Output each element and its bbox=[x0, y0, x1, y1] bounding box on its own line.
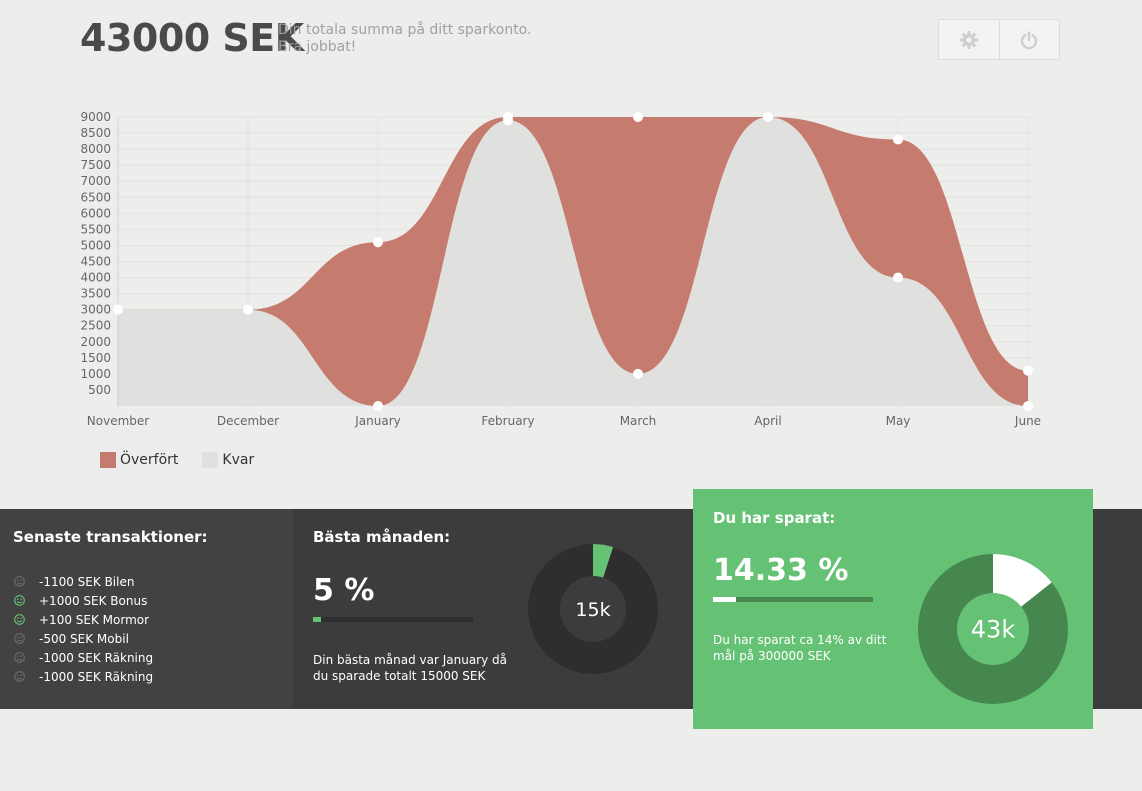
sad-face-icon bbox=[14, 576, 25, 587]
y-tick-label: 2000 bbox=[80, 335, 111, 349]
saved-percent: 14.33 % bbox=[713, 553, 849, 588]
legend-label-remaining: Kvar bbox=[222, 452, 255, 468]
data-point-0-2 bbox=[373, 237, 383, 248]
saved-desc-line2: mål på 300000 SEK bbox=[713, 649, 831, 663]
y-tick-label: 3000 bbox=[80, 303, 111, 317]
saved-progress bbox=[713, 597, 873, 602]
sad-face-icon bbox=[14, 652, 25, 663]
saved-description: Du har sparat ca 14% av ditt mål på 3000… bbox=[713, 632, 886, 664]
y-tick-label: 1000 bbox=[80, 367, 111, 381]
transaction-item: +100 SEK Mormor bbox=[14, 610, 153, 629]
y-tick-label: 7500 bbox=[80, 158, 111, 172]
legend-item-remaining: Kvar bbox=[202, 452, 254, 468]
sad-face-icon bbox=[14, 671, 25, 682]
data-point-1-3 bbox=[503, 115, 513, 126]
header-subtitle: Din totala summa på ditt sparkonto. Bra … bbox=[278, 22, 531, 56]
transaction-item: -500 SEK Mobil bbox=[14, 629, 153, 648]
data-point-1-5 bbox=[763, 112, 773, 122]
x-tick-label: March bbox=[620, 414, 657, 428]
x-tick-label: November bbox=[87, 414, 149, 428]
best-month-percent: 5 % bbox=[313, 573, 375, 608]
best-month-donut: 15k bbox=[528, 544, 658, 674]
legend-swatch-transferred bbox=[100, 452, 116, 468]
toolbar bbox=[938, 19, 1060, 60]
transaction-item: +1000 SEK Bonus bbox=[14, 591, 153, 610]
best-month-progress bbox=[313, 617, 473, 622]
y-tick-label: 9000 bbox=[80, 110, 111, 124]
header-subtitle-line1: Din totala summa på ditt sparkonto. bbox=[278, 22, 532, 38]
transaction-text: -500 SEK Mobil bbox=[39, 631, 129, 646]
y-tick-label: 2500 bbox=[80, 319, 111, 333]
data-point-0-7 bbox=[1023, 365, 1033, 376]
data-point-1-0 bbox=[113, 304, 123, 315]
saved-title: Du har sparat: bbox=[713, 509, 836, 527]
x-tick-label: February bbox=[481, 414, 534, 428]
best-month-desc-line2: du sparade totalt 15000 SEK bbox=[313, 669, 486, 683]
sad-face-icon bbox=[14, 633, 25, 644]
power-icon bbox=[1021, 30, 1038, 49]
transaction-item: -1100 SEK Bilen bbox=[14, 572, 153, 591]
transaction-text: -1100 SEK Bilen bbox=[39, 574, 135, 589]
y-tick-label: 5500 bbox=[80, 222, 111, 236]
y-tick-label: 4000 bbox=[80, 271, 111, 285]
transaction-text: +1000 SEK Bonus bbox=[39, 593, 148, 608]
data-point-1-6 bbox=[893, 272, 903, 283]
saved-progress-fill bbox=[713, 597, 736, 602]
saved-donut-label: 43k bbox=[971, 616, 1016, 644]
transaction-text: -1000 SEK Räkning bbox=[39, 669, 154, 684]
y-tick-label: 5000 bbox=[80, 238, 111, 252]
y-tick-label: 3500 bbox=[80, 287, 111, 301]
saved-desc-line1: Du har sparat ca 14% av ditt bbox=[713, 633, 887, 647]
x-tick-label: June bbox=[1014, 414, 1041, 428]
y-tick-label: 6000 bbox=[80, 206, 111, 220]
header-amount: 43000 SEK bbox=[80, 16, 304, 60]
area-series-1 bbox=[118, 117, 1028, 406]
transaction-text: +100 SEK Mormor bbox=[39, 612, 150, 627]
y-tick-label: 8500 bbox=[80, 126, 111, 140]
transactions-title: Senaste transaktioner: bbox=[13, 528, 208, 546]
saved-donut: 43k bbox=[918, 554, 1068, 704]
y-tick-label: 1500 bbox=[80, 351, 111, 365]
savings-chart: 500 1000 1500 2000 2500 3000 3500 4000 4500 5000 5… bbox=[80, 110, 1041, 428]
best-donut-label: 15k bbox=[575, 599, 610, 621]
legend-label-transferred: Överfört bbox=[120, 452, 179, 468]
y-tick-label: 500 bbox=[88, 383, 111, 397]
transaction-item: -1000 SEK Räkning bbox=[14, 648, 153, 667]
gear-icon bbox=[959, 30, 978, 49]
power-button[interactable] bbox=[998, 20, 1060, 59]
data-point-1-2 bbox=[373, 401, 383, 411]
x-tick-label: January bbox=[354, 414, 401, 428]
x-tick-label: April bbox=[754, 414, 781, 428]
best-donut-center bbox=[560, 576, 626, 642]
header-subtitle-line2: Bra jobbat! bbox=[278, 39, 357, 55]
best-month-progress-fill bbox=[313, 617, 321, 622]
transaction-item: -1000 SEK Räkning bbox=[14, 667, 153, 686]
y-tick-label: 4500 bbox=[80, 255, 111, 269]
happy-face-icon bbox=[14, 614, 25, 625]
transaction-text: -1000 SEK Räkning bbox=[39, 650, 154, 665]
chart-legend: Överfört Kvar bbox=[100, 452, 254, 468]
y-tick-label: 8000 bbox=[80, 142, 111, 156]
transactions-list: -1100 SEK Bilen +1000 SEK Bonus +100 SEK M… bbox=[14, 572, 153, 686]
happy-face-icon bbox=[14, 595, 25, 606]
saved-donut-center bbox=[957, 593, 1029, 665]
legend-item-transferred: Överfört bbox=[100, 452, 178, 468]
x-tick-label: May bbox=[886, 414, 911, 428]
data-point-0-6 bbox=[893, 134, 903, 145]
data-point-1-4 bbox=[633, 368, 643, 379]
data-point-1-1 bbox=[243, 304, 253, 315]
y-tick-label: 6500 bbox=[80, 190, 111, 204]
x-tick-label: December bbox=[217, 414, 279, 428]
settings-button[interactable] bbox=[939, 20, 999, 59]
y-tick-label: 7000 bbox=[80, 174, 111, 188]
best-month-title: Bästa månaden: bbox=[313, 528, 451, 546]
best-month-desc-line1: Din bästa månad var January då bbox=[313, 653, 508, 667]
data-point-0-4 bbox=[633, 112, 643, 122]
best-month-description: Din bästa månad var January då du sparad… bbox=[313, 652, 507, 684]
legend-swatch-remaining bbox=[202, 452, 219, 468]
data-point-1-7 bbox=[1023, 401, 1033, 411]
transactions-panel bbox=[0, 509, 293, 709]
